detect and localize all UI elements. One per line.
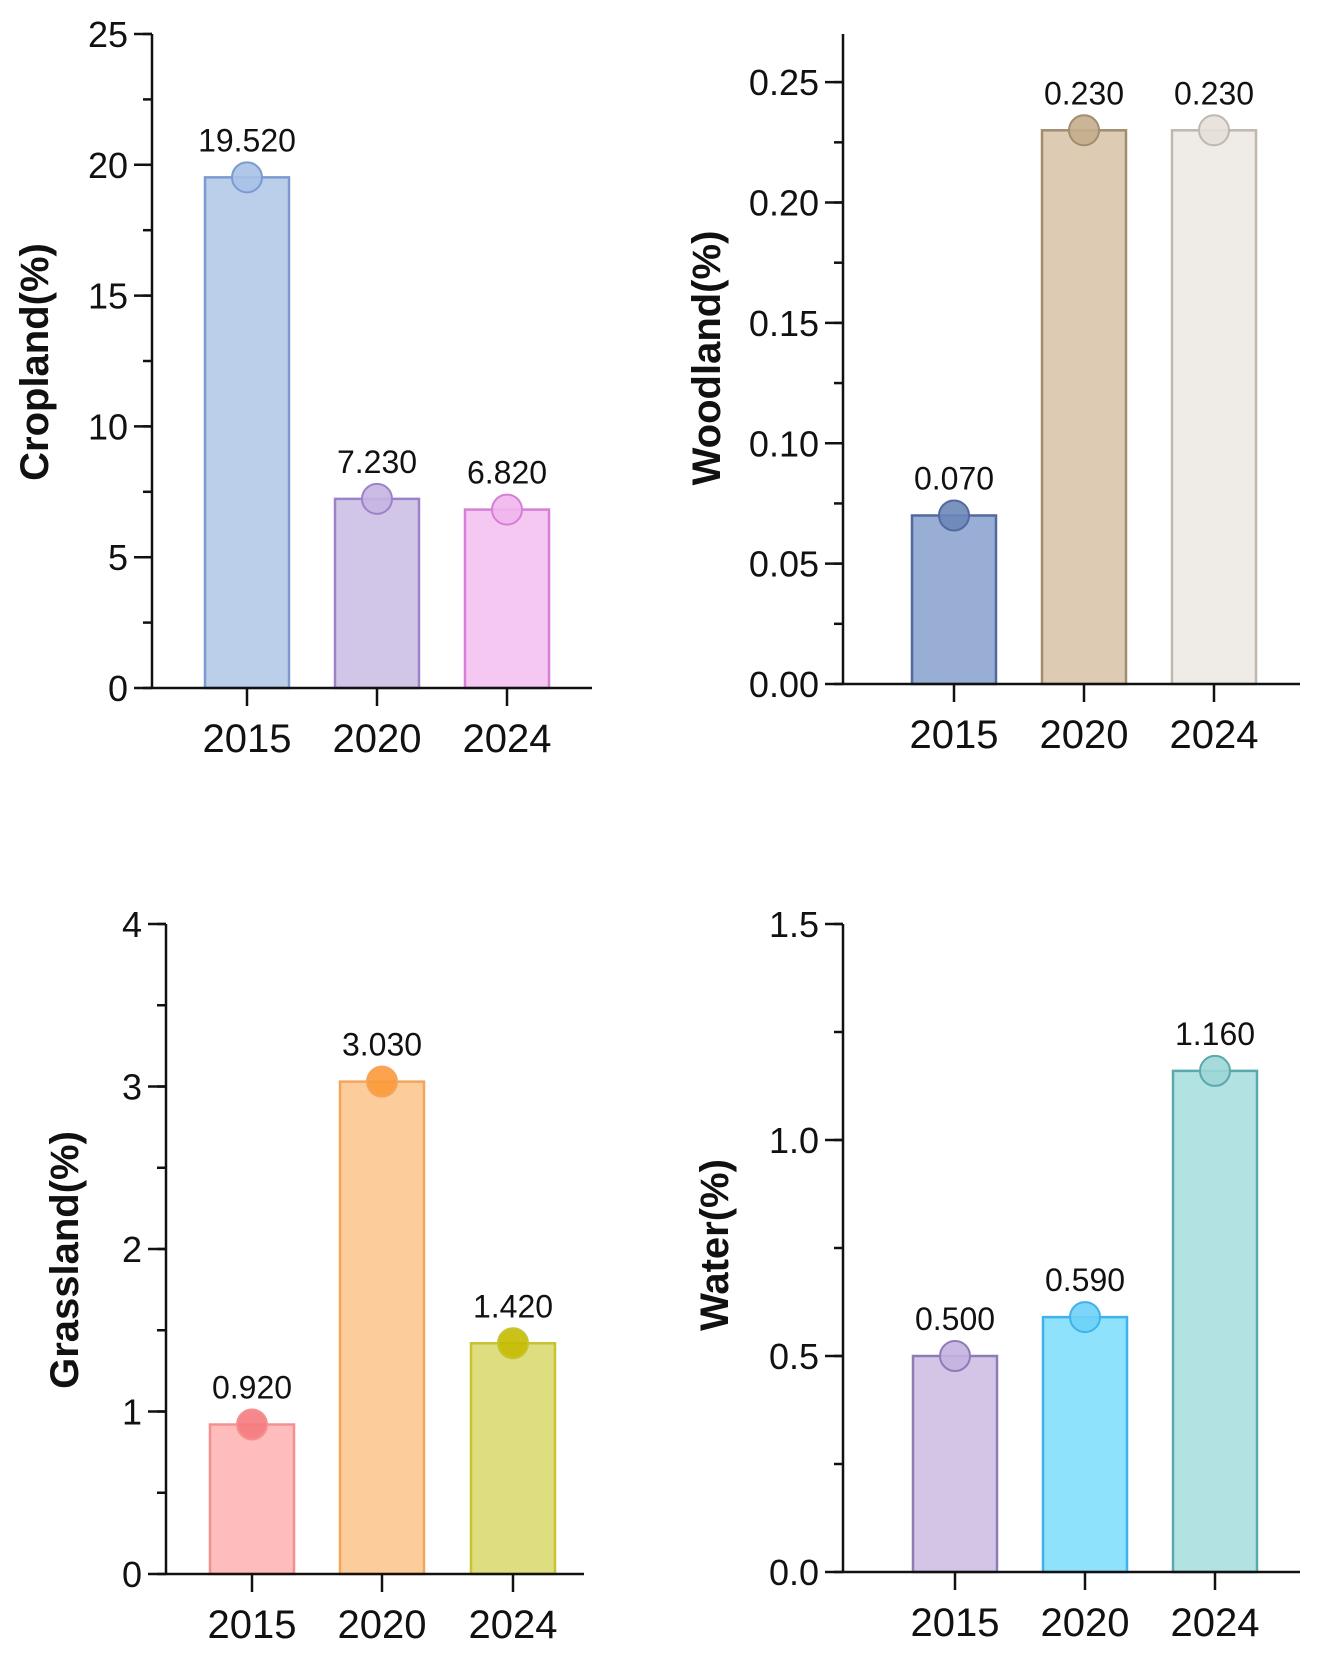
y-tick-label-cropland: 20 (88, 145, 128, 186)
bar-woodland-2024 (1172, 130, 1256, 684)
y-tick-label-water: 1.0 (769, 1120, 819, 1161)
point-grassland-2020 (367, 1067, 397, 1097)
bar-cropland-2015 (205, 177, 289, 688)
y-tick-label-grassland: 1 (122, 1392, 142, 1433)
data-label-water-2020: 0.590 (1045, 1262, 1125, 1298)
y-tick-label-woodland: 0.25 (749, 62, 819, 103)
data-label-cropland-2015: 19.520 (198, 122, 296, 158)
point-grassland-2024 (498, 1328, 528, 1358)
y-tick-label-grassland: 2 (122, 1229, 142, 1270)
y-axis-title-water: Water(%) (693, 1159, 737, 1331)
data-label-woodland-2024: 0.230 (1174, 75, 1254, 111)
y-tick-label-cropland: 10 (88, 406, 128, 447)
y-axis-title-woodland: Woodland(%) (685, 231, 729, 486)
y-tick-label-woodland: 0.20 (749, 183, 819, 224)
y-tick-label-grassland: 4 (122, 904, 142, 945)
x-tick-label-cropland-2024: 2024 (463, 717, 552, 761)
figure-canvas: Cropland(%) 19.5207.230 6.820051015202520… (0, 0, 1320, 1664)
data-label-woodland-2015: 0.070 (914, 460, 994, 496)
x-tick-label-woodland-2015: 2015 (910, 713, 999, 757)
bar-grassland-2020 (340, 1082, 424, 1574)
point-woodland-2020 (1069, 115, 1099, 145)
point-cropland-2015 (232, 162, 262, 192)
data-label-grassland-2024: 1.420 (473, 1288, 553, 1324)
x-tick-label-cropland-2015: 2015 (203, 717, 292, 761)
data-label-woodland-2020: 0.230 (1044, 75, 1124, 111)
x-tick-label-water-2015: 2015 (911, 1601, 1000, 1645)
bar-water-2015 (913, 1356, 997, 1572)
panel-water: Water(%) 0.500 0.590 1.160 0.0 0.5 1.0 1.5 2015… (693, 904, 1300, 1645)
data-label-water-2024: 1.160 (1175, 1016, 1255, 1052)
data-label-grassland-2015: 0.920 (212, 1370, 292, 1406)
data-label-grassland-2020: 3.030 (342, 1027, 422, 1063)
point-woodland-2024 (1199, 115, 1229, 145)
x-tick-label-grassland-2020: 2020 (338, 1603, 427, 1647)
y-tick-label-cropland: 15 (88, 276, 128, 317)
x-tick-label-water-2024: 2024 (1171, 1601, 1260, 1645)
x-tick-label-water-2020: 2020 (1041, 1601, 1130, 1645)
y-axis-title-grassland: Grassland(%) (43, 1131, 87, 1389)
panel-woodland: Woodland(%) 0.070 0.230 0.230 0.00 0.05 0.10 0… (685, 34, 1300, 757)
point-water-2015 (940, 1341, 970, 1371)
x-tick-label-cropland-2020: 2020 (333, 717, 422, 761)
point-woodland-2015 (939, 500, 969, 530)
point-cropland-2020 (362, 484, 392, 514)
y-tick-label-cropland: 5 (108, 537, 128, 578)
panel-cropland: Cropland(%) 19.520 7.230 6.820 0 5 10 15 20 25 20… (13, 14, 592, 761)
data-label-cropland-2020: 7.230 (337, 444, 417, 480)
y-tick-label-grassland: 0 (122, 1554, 142, 1595)
point-grassland-2015 (237, 1410, 267, 1440)
x-tick-label-grassland-2015: 2015 (208, 1603, 297, 1647)
y-tick-label-water: 1.5 (769, 904, 819, 945)
y-tick-label-woodland: 0.15 (749, 303, 819, 344)
bar-grassland-2024 (471, 1343, 555, 1574)
bar-cropland-2024 (465, 510, 549, 688)
point-cropland-2024 (492, 495, 522, 525)
y-tick-label-woodland: 0.05 (749, 544, 819, 585)
bar-water-2024 (1173, 1071, 1257, 1572)
y-tick-label-woodland: 0.10 (749, 423, 819, 464)
bar-woodland-2020 (1042, 130, 1126, 684)
point-water-2024 (1200, 1056, 1230, 1086)
x-tick-label-woodland-2024: 2024 (1170, 713, 1259, 757)
y-tick-label-cropland: 25 (88, 14, 128, 55)
y-tick-label-grassland: 3 (122, 1067, 142, 1108)
panel-grassland: Grassland(%) 0.920 3.030 1.420 0 1 2 3 4 2015 202… (43, 904, 584, 1647)
y-axis-title-cropland: Cropland(%) (13, 243, 57, 481)
y-tick-label-water: 0.0 (769, 1552, 819, 1593)
y-tick-label-water: 0.5 (769, 1336, 819, 1377)
y-tick-label-woodland: 0.00 (749, 664, 819, 705)
point-water-2020 (1070, 1302, 1100, 1332)
x-tick-label-woodland-2020: 2020 (1040, 713, 1129, 757)
data-label-cropland-2024: 6.820 (467, 455, 547, 491)
bar-cropland-2020 (335, 499, 419, 688)
x-tick-label-grassland-2024: 2024 (469, 1603, 558, 1647)
y-tick-label-cropland: 0 (108, 668, 128, 709)
bar-water-2020 (1043, 1317, 1127, 1572)
bar-woodland-2015 (912, 515, 996, 684)
data-label-water-2015: 0.500 (915, 1301, 995, 1337)
bar-grassland-2015 (210, 1425, 294, 1575)
